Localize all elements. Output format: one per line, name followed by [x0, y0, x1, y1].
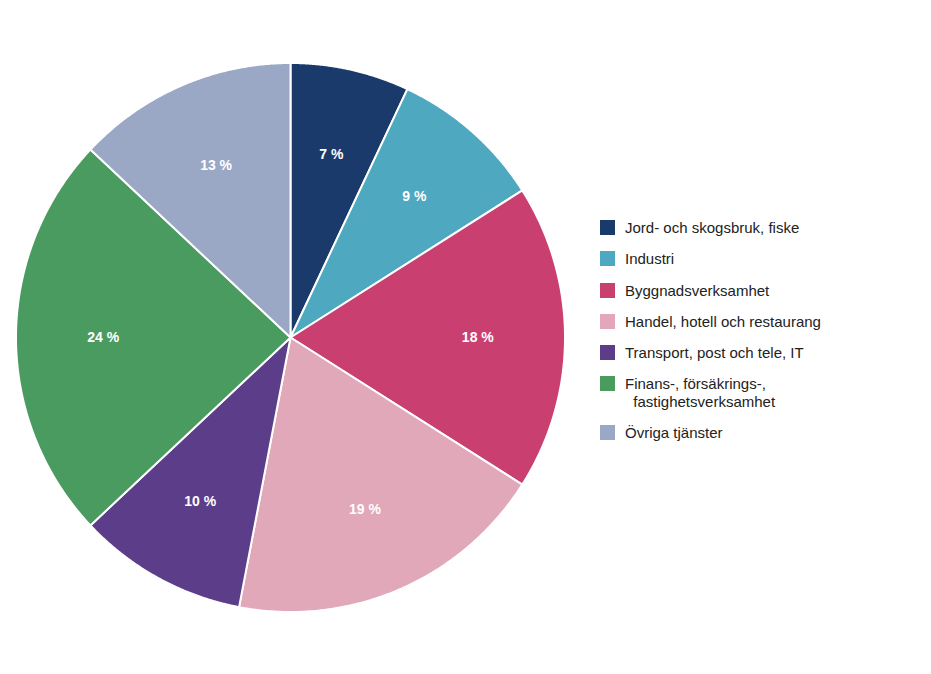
svg-text:10 %: 10 % — [184, 493, 216, 509]
svg-text:19 %: 19 % — [349, 501, 381, 517]
html-text:Transport, post och tele, IT: Transport, post och tele, IT — [625, 344, 804, 361]
svg-text:13 %: 13 % — [200, 157, 232, 173]
svg-text:18 %: 18 % — [462, 329, 494, 345]
svg-text:24 %: 24 % — [87, 329, 119, 345]
svg-text:9 %: 9 % — [402, 188, 427, 204]
html-text:Finans-, försäkrings-, fastigh: Finans-, försäkrings-, fastighetsverksam… — [625, 375, 776, 410]
html-text:Industri: Industri — [625, 250, 675, 268]
svg-text:7 %: 7 % — [319, 146, 344, 162]
html-text:Övriga tjänster: Övriga tjänster — [625, 423, 723, 441]
html-text:Byggnadsverksamhet: Byggnadsverksamhet — [625, 281, 770, 299]
html-text:Jord- och skogsbruk, fiske: Jord- och skogsbruk, fiske — [625, 219, 800, 236]
html-text:Handel, hotell och restaurang: Handel, hotell och restaurang — [625, 312, 821, 330]
